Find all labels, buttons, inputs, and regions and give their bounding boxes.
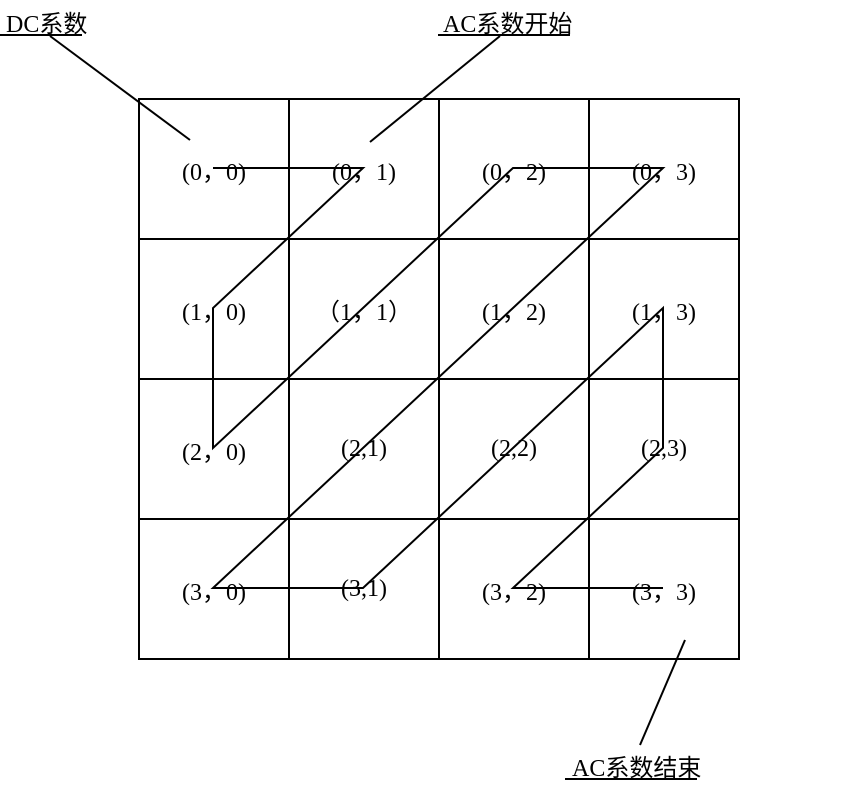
dc-label-underline [0, 34, 82, 36]
cell-label: (3,1) [341, 576, 387, 603]
cell-label: (0，2) [482, 152, 546, 187]
grid-cell: (3,1) [288, 518, 440, 660]
cell-label: (3，3) [632, 572, 696, 607]
grid-cell: (0，2) [438, 98, 590, 240]
grid-cell: （1，1） [288, 238, 440, 380]
cell-label: (2,2) [491, 436, 537, 463]
cell-label: (1，2) [482, 292, 546, 327]
cell-label: (2,3) [641, 436, 687, 463]
ac-start-label-underline [438, 34, 570, 36]
grid-cell: (1，0) [138, 238, 290, 380]
cell-label: (2,1) [341, 436, 387, 463]
grid-cell: (3，0) [138, 518, 290, 660]
grid-cell: (1，3) [588, 238, 740, 380]
cell-label: (0，3) [632, 152, 696, 187]
grid-cell: (2,2) [438, 378, 590, 520]
cell-label: (2，0) [182, 432, 246, 467]
grid-cell: (0，0) [138, 98, 290, 240]
cell-label: (0，1) [332, 152, 396, 187]
cell-label: (1，0) [182, 292, 246, 327]
cell-label: （1，1） [316, 292, 412, 327]
grid-cell: (2，0) [138, 378, 290, 520]
grid-cell: (1，2) [438, 238, 590, 380]
cell-label: (3，2) [482, 572, 546, 607]
grid-cell: (2,3) [588, 378, 740, 520]
grid-cell: (0，1) [288, 98, 440, 240]
grid-cell: (0，3) [588, 98, 740, 240]
grid-cell: (2,1) [288, 378, 440, 520]
cell-label: (1，3) [632, 292, 696, 327]
grid-cell: (3，2) [438, 518, 590, 660]
cell-label: (3，0) [182, 572, 246, 607]
cell-label: (0，0) [182, 152, 246, 187]
ac-end-label-underline [565, 778, 697, 780]
grid-cell: (3，3) [588, 518, 740, 660]
